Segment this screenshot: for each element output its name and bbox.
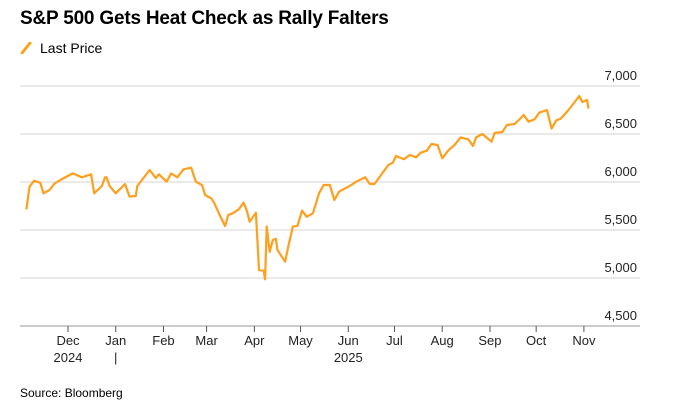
- x-tick-label: Nov: [572, 333, 596, 348]
- y-tick-label: 5,500: [604, 212, 637, 227]
- source-note: Source: Bloomberg: [20, 386, 123, 400]
- y-tick-label: 6,000: [604, 164, 637, 179]
- y-tick-label: 6,500: [604, 116, 637, 131]
- x-tick-label: Jul: [386, 333, 403, 348]
- x-tick-label: Dec: [56, 333, 80, 348]
- x-year-label: |: [114, 350, 117, 365]
- y-tick-label: 5,000: [604, 260, 637, 275]
- x-tick-label: Aug: [431, 333, 454, 348]
- legend-label: Last Price: [40, 40, 103, 56]
- x-tick-label: Sep: [478, 333, 501, 348]
- x-tick-label: Jun: [338, 333, 359, 348]
- x-year-label: 2025: [334, 350, 363, 365]
- x-tick-label: May: [288, 333, 313, 348]
- x-tick-label: Oct: [526, 333, 547, 348]
- chart-title: S&P 500 Gets Heat Check as Rally Falters: [20, 8, 389, 29]
- y-tick-label: 7,000: [604, 68, 637, 83]
- x-tick-label: Mar: [195, 333, 218, 348]
- x-tick-label: Apr: [244, 333, 265, 348]
- x-year-label: 2024: [54, 350, 83, 365]
- legend: Last Price: [20, 40, 102, 56]
- x-tick-label: Feb: [152, 333, 174, 348]
- y-tick-label: 4,500: [604, 308, 637, 323]
- x-tick-label: Jan: [105, 333, 126, 348]
- series-line-last-price: [25, 94, 590, 281]
- legend-line-icon: [20, 42, 32, 54]
